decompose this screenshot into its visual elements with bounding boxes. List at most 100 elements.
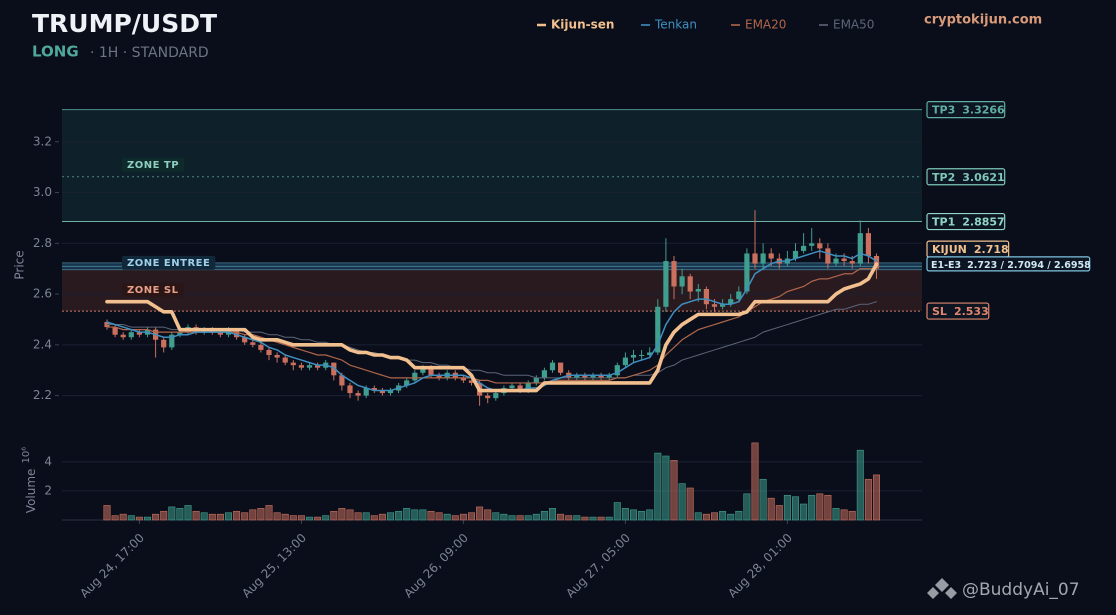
candle-body [217,332,223,335]
level-label-bg [926,212,1006,231]
volume-bar [694,512,702,521]
volume-bar [322,515,330,521]
level-label-part: 2.718 [974,243,1009,256]
level-label-part: TP2 [932,171,955,184]
candle-body [136,332,142,335]
volume-bar [670,460,678,521]
level-label-part: KIJUN [932,243,967,256]
candle-body [509,385,515,388]
volume-bar [257,508,265,521]
candle-body [574,375,580,378]
y-tick-label: 3.0 [33,185,52,199]
volume-bar [751,442,759,521]
volume-bar [824,494,832,521]
volume-bar [719,510,727,521]
candle-body [282,357,288,363]
level-label-part: TP1 [932,216,955,229]
volume-bar [484,509,492,521]
volume-bar [103,505,111,521]
volume-bar [557,513,565,521]
candle-body [549,362,556,371]
volume-bar [848,510,856,521]
zone-label-bg [122,157,185,172]
legend-label: EMA50 [833,18,874,32]
volume-bar [532,513,540,521]
candle-body [817,243,823,249]
candle-body [760,253,766,264]
volume-bar [273,512,281,521]
y-tick-label: 3.2 [33,134,52,148]
trade-meta: · 1H · STANDARD [90,45,209,61]
volume-unit: 10⁶ [21,447,32,464]
candle-body [420,367,426,373]
volume-bar [743,493,751,521]
volume-bar [508,515,516,521]
candle-body [128,332,134,338]
legend-label: Tenkan [654,18,697,32]
candle-body [161,339,167,348]
candle-body [298,365,304,368]
candle-body [339,375,345,386]
volume-bar [759,478,767,521]
volume-bar [816,493,824,521]
volume-bar [500,513,508,521]
volume-bar [233,510,241,521]
level-label-text: TP2 3.0621 [932,171,1005,184]
candle-body [630,355,637,358]
candle-body [792,250,799,259]
entry-name: E1-E3 [931,259,961,270]
volume-bar [832,508,840,521]
volume-bar [314,516,322,521]
volume-bar [702,513,710,521]
volume-bar [629,509,637,521]
y-tick-label: 2.6 [33,287,52,301]
volume-bar [427,510,435,521]
volume-bar [589,516,597,521]
zone-label-bg [122,255,216,270]
candle-body [590,375,596,378]
volume-bar [135,516,143,521]
candle-body [169,334,175,348]
zone-sl [62,269,922,312]
volume-bar [111,515,119,521]
volume-bar [152,513,160,521]
candle-body [120,334,126,338]
zone-tp [62,109,922,222]
zone-label: ZONE TP [127,160,179,171]
candle-body [711,304,718,307]
entry-values: 2.723 / 2.7094 / 2.6958 [967,259,1091,270]
volume-bar [281,513,289,521]
volume-bar [265,505,273,521]
volume-bar [735,510,743,521]
volume-bar [872,474,880,521]
volume-bar [378,513,386,521]
candle-body [274,355,280,358]
volume-bar [330,510,338,521]
level-label-part: TP3 [932,104,955,117]
candle-body [379,390,385,394]
y-tick-label: 2.4 [33,337,52,351]
volume-bar [451,515,459,521]
volume-bar [662,455,670,521]
candle-body [485,395,491,399]
candles [103,210,880,521]
candle-body [266,349,272,355]
volume-bar [119,513,127,521]
candle-body [517,385,523,391]
volume-bar [775,505,783,521]
volume-bar [184,505,192,521]
zones [62,109,922,312]
volume-bar [176,508,184,521]
level-label-part: 3.0621 [962,171,1004,184]
volume-bar [524,515,532,521]
level-label: KIJUN 2.718 [926,240,1010,258]
candle-body [412,372,418,381]
level-label-text: TP1 2.8857 [932,216,1005,229]
level-label-text: TP3 3.3266 [932,104,1005,117]
candle-body [306,365,313,368]
volume-bar [597,516,605,521]
volume-bar [476,506,484,521]
volume-bar [216,513,224,521]
volume-bar [467,512,475,521]
